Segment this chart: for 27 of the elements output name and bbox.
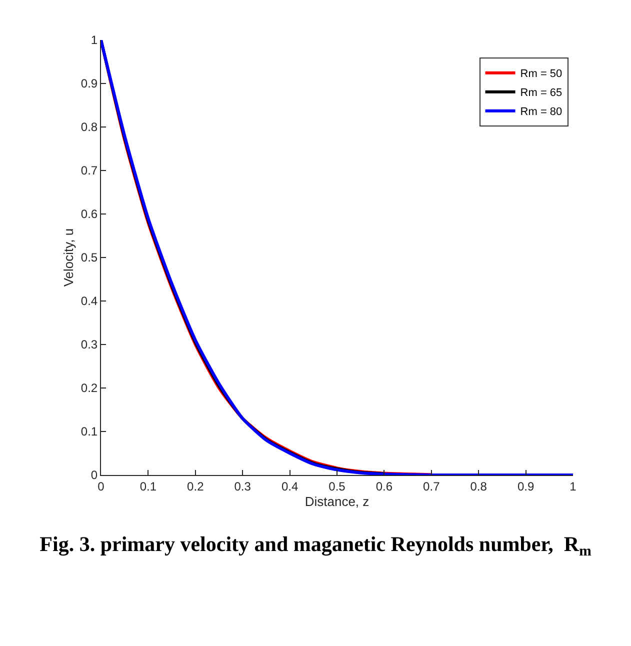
y-tick-label: 0.3: [80, 338, 98, 352]
x-axis-title: Distance, z: [304, 494, 370, 509]
y-tick-label: 0.6: [80, 207, 98, 222]
y-tick-label: 0: [90, 468, 98, 482]
legend-label: Rm = 80: [520, 106, 562, 118]
x-tick-label: 0.3: [234, 479, 252, 494]
x-tick-label: 0.2: [187, 479, 204, 494]
y-tick-label: 0.5: [80, 250, 98, 265]
x-tick-label: 0.5: [328, 479, 346, 494]
legend-label: Rm = 65: [520, 87, 562, 100]
x-tick-label: 0.4: [281, 479, 298, 494]
legend-label: Rm = 50: [520, 68, 562, 80]
y-tick-label: 0.1: [80, 424, 98, 439]
y-tick-label: 0.8: [80, 120, 98, 134]
y-tick-label: 1: [90, 33, 98, 48]
x-tick-label: 0.6: [376, 479, 393, 494]
y-axis-title: Velocity, u: [60, 228, 76, 287]
text: Fig. 3. primary velocity and maganetic Reynolds number, R$_{m}$: [40, 532, 592, 560]
x-tick-label: 0.1: [140, 479, 157, 494]
x-tick-label: 0.8: [470, 479, 488, 494]
y-tick-label: 0.4: [80, 294, 98, 308]
y-tick-label: 0.2: [80, 381, 98, 396]
x-tick-label: 0.9: [517, 479, 534, 494]
y-tick-label: 0.7: [80, 164, 98, 178]
x-tick-label: 1: [570, 479, 577, 494]
x-tick-label: 0.7: [423, 479, 440, 494]
y-tick-label: 0.9: [80, 76, 98, 91]
